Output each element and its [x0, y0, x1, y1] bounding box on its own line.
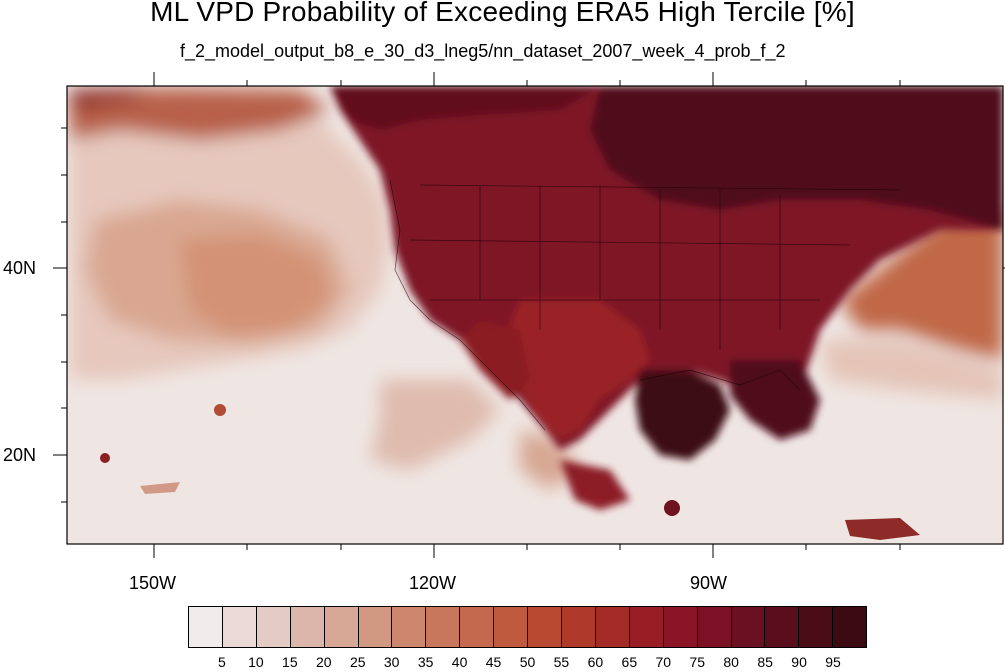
colorbar-box: [629, 607, 664, 647]
colorbar-label: 50: [519, 654, 536, 670]
colorbar-label: 95: [825, 654, 841, 670]
colorbar-box: [256, 607, 291, 647]
colorbar-label: 20: [316, 654, 332, 670]
colorbar-box: [561, 607, 596, 647]
probability-map: [53, 72, 1005, 558]
chart-title: ML VPD Probability of Exceeding ERA5 Hig…: [150, 0, 855, 27]
colorbar-label: 40: [451, 654, 468, 670]
map-field: [67, 86, 1003, 544]
colorbar-label: 75: [689, 654, 706, 670]
colorbar-label: 55: [553, 654, 570, 670]
colorbar-box: [595, 607, 630, 647]
colorbar-label: 35: [417, 654, 434, 670]
colorbar-label: 45: [485, 654, 502, 670]
colorbar-label: 60: [587, 654, 604, 670]
colorbar-box: [426, 607, 461, 647]
colorbar-box: [222, 607, 257, 647]
colorbar-box: [528, 607, 562, 647]
colorbar-box: [833, 607, 867, 647]
colorbar-box: [358, 607, 393, 647]
lon-label-90w: 90W: [690, 573, 728, 593]
colorbar-box: [765, 607, 800, 647]
tick-marks: [53, 72, 1005, 558]
colorbar-label: 10: [248, 654, 264, 670]
colorbar-label: 80: [723, 654, 739, 670]
colorbar-box: [494, 607, 529, 647]
colorbar-label: 70: [655, 654, 672, 670]
colorbar-label: 90: [791, 654, 807, 670]
colorbar-box: [290, 607, 325, 647]
lon-label-120w: 120W: [409, 573, 457, 593]
colorbar-label: 30: [383, 654, 400, 670]
lon-label-150w: 150W: [129, 573, 177, 593]
lat-label-20n: 20N: [3, 445, 37, 465]
lat-label-40n: 40N: [3, 258, 37, 278]
colorbar-box: [324, 607, 359, 647]
colorbar-label: 25: [349, 654, 366, 670]
colorbar-label: 15: [282, 654, 298, 670]
colorbar-box: [731, 607, 766, 647]
colorbar-box: [460, 607, 495, 647]
colorbar-box: [663, 607, 698, 647]
colorbar-label: 85: [757, 654, 773, 670]
colorbar: [188, 606, 867, 648]
chart-subtitle: f_2_model_output_b8_e_30_d3_lneg5/nn_dat…: [180, 41, 786, 61]
colorbar-box: [697, 607, 732, 647]
colorbar-label: 5: [218, 654, 226, 670]
colorbar-box: [189, 607, 223, 647]
colorbar-box: [392, 607, 427, 647]
colorbar-box: [799, 607, 834, 647]
colorbar-label: 65: [621, 654, 638, 670]
